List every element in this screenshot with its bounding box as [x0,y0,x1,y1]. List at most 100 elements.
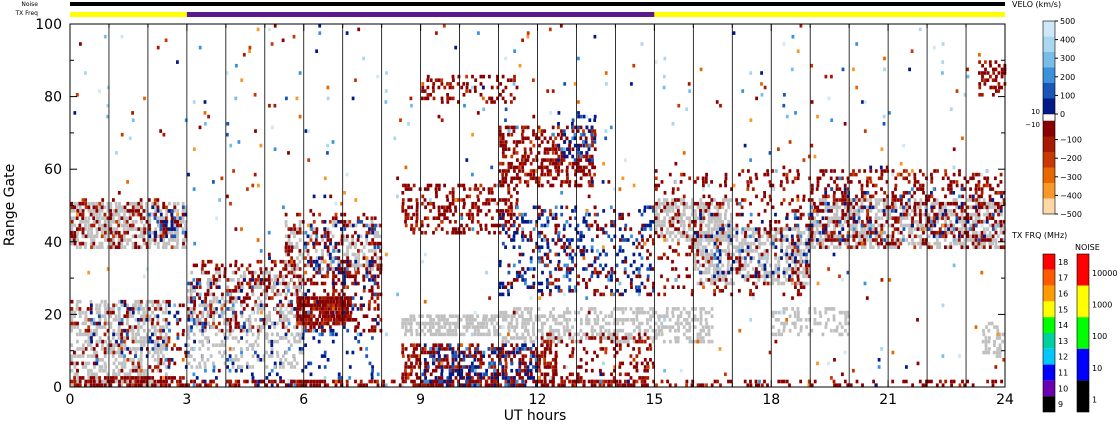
echo-cell [504,372,508,377]
echo-cell [203,307,207,311]
echo-cell [437,354,441,358]
echo-cell [148,307,151,311]
echo-cell [652,220,655,224]
echo-cell [674,307,677,311]
echo-cell [529,259,533,264]
echo-cell [182,376,185,380]
echo-cell [212,365,216,369]
echo-cell [337,278,341,282]
echo-cell [278,299,282,304]
echo-cell [518,245,521,249]
echo-cell [448,376,452,380]
echo-cell [410,365,413,369]
echo-cell [134,347,137,351]
echo-cell [662,339,666,344]
echo-cell [326,227,330,231]
echo-cell [401,191,405,195]
echo-cell [112,198,115,202]
echo-cell [543,136,547,141]
echo-cell [81,198,85,202]
echo-cell [577,111,580,115]
echo-cell [145,209,149,213]
echo-cell [490,376,494,380]
echo-cell [610,379,613,384]
echo-cell [296,318,299,322]
echo-cell [613,223,617,228]
echo-cell [353,252,357,257]
echo-cell [154,347,157,351]
echo-cell [190,347,193,351]
echo-cell [373,325,377,329]
echo-cell [493,198,496,202]
echo-cell [70,238,74,242]
echo-cell [491,216,494,220]
echo-cell [446,343,449,347]
echo-cell [615,343,619,347]
echo-cell [106,321,110,326]
echo-cell [126,318,129,322]
echo-cell [379,259,382,264]
echo-cell [529,314,533,318]
echo-cell [596,314,600,318]
echo-cell [588,336,591,340]
echo-cell [415,383,419,387]
echo-cell [357,220,361,224]
echo-cell [638,350,641,355]
echo-cell [506,281,510,286]
echo-cell [521,336,524,340]
echo-cell [418,361,422,366]
echo-cell [153,216,157,220]
echo-cell [654,227,658,231]
echo-cell [557,259,561,264]
echo-cell [374,292,377,297]
echo-cell [498,372,502,377]
echo-cell [616,383,619,387]
echo-cell [265,321,268,326]
echo-cell [562,383,566,387]
echo-cell [437,78,441,82]
echo-cell [92,383,96,387]
echo-cell [476,379,480,384]
echo-cell [557,289,561,293]
echo-cell [265,303,268,308]
echo-cell [488,361,491,366]
echo-cell [201,379,205,384]
echo-cell [646,238,649,242]
echo-cell [415,376,419,380]
echo-cell [532,205,536,210]
echo-cell [187,383,190,387]
echo-cell [566,263,569,268]
echo-cell [106,245,110,249]
echo-cell [162,328,165,333]
echo-cell [615,379,619,384]
echo-cell [588,278,592,282]
echo-cell [118,379,121,384]
echo-cell [100,347,104,351]
echo-cell [641,383,644,387]
echo-cell [81,310,85,315]
echo-cell [382,383,386,387]
echo-cell [276,321,279,326]
echo-cell [420,230,424,235]
echo-cell [128,310,132,315]
echo-cell [585,361,588,366]
echo-cell [454,354,457,358]
echo-cell [649,292,653,297]
echo-cell [618,212,622,217]
echo-cell [326,321,330,326]
echo-cell [293,263,297,268]
echo-cell [78,328,82,333]
echo-cell [474,183,478,188]
echo-cell [610,274,613,279]
echo-cell [540,350,544,355]
echo-cell [73,325,76,329]
echo-cell [118,234,121,239]
echo-cell [159,328,162,333]
echo-cell [568,238,572,242]
echo-cell [164,318,168,322]
echo-cell [242,325,246,329]
echo-cell [535,350,539,355]
echo-cell [518,372,521,377]
echo-cell [552,176,555,181]
echo-cell [618,245,622,249]
